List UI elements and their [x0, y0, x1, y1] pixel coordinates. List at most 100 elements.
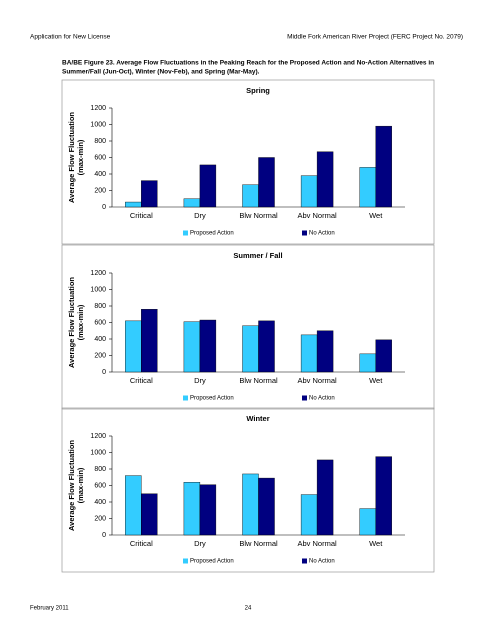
- x-tick-label: Blw Normal: [239, 211, 278, 220]
- y-tick-label: 400: [94, 336, 106, 343]
- legend-swatch: [302, 230, 307, 236]
- bar: [141, 493, 158, 536]
- bar: [199, 164, 217, 208]
- footer-left: February 2011: [30, 606, 69, 612]
- y-tick-label: 1000: [90, 286, 106, 293]
- y-tick-label: 1200: [90, 270, 106, 277]
- x-tick-label: Blw Normal: [239, 376, 278, 385]
- y-axis-label-line: Average Flow Fluctuation: [67, 277, 76, 368]
- x-tick-label: Critical: [130, 376, 153, 385]
- bar: [183, 198, 201, 208]
- y-axis-label-line: (max-min): [76, 467, 85, 503]
- bar: [183, 482, 201, 536]
- bar: [375, 456, 392, 536]
- legend-swatch: [183, 230, 188, 236]
- y-tick-label: 600: [94, 154, 106, 161]
- x-tick-label: Wet: [369, 376, 383, 385]
- x-tick-label: Abv Normal: [298, 376, 338, 385]
- y-tick-label: 200: [94, 515, 106, 522]
- bar: [258, 320, 275, 373]
- bar: [258, 477, 275, 536]
- bar: [300, 334, 318, 373]
- y-axis-label-line: Average Flow Fluctuation: [67, 440, 76, 531]
- chart-frame: [61, 407, 435, 573]
- y-tick-label: 1000: [90, 449, 106, 456]
- bar: [316, 330, 334, 373]
- caption: BA/BE Figure 23. Average Flow Fluctuatio…: [62, 60, 434, 67]
- x-tick-label: Dry: [194, 211, 206, 220]
- legend-label: Proposed Action: [190, 396, 234, 402]
- header-left: Application for New License: [30, 34, 111, 41]
- y-axis-label-line: (max-min): [76, 139, 85, 175]
- x-tick-label: Dry: [194, 376, 206, 385]
- y-tick-label: 1200: [90, 105, 106, 112]
- x-tick-label: Wet: [369, 539, 383, 548]
- x-tick-label: Wet: [369, 211, 383, 220]
- legend-swatch: [302, 395, 307, 401]
- bar: [125, 320, 142, 373]
- bar: [359, 353, 376, 373]
- y-tick-label: 800: [94, 303, 106, 310]
- legend-label: No Action: [309, 231, 335, 237]
- y-tick-label: 1200: [90, 433, 106, 440]
- y-axis-label-line: (max-min): [76, 304, 85, 340]
- bar: [300, 175, 318, 208]
- y-tick-label: 800: [94, 466, 106, 473]
- chart-frame: [61, 79, 435, 245]
- bar: [141, 309, 158, 373]
- x-tick-label: Abv Normal: [298, 539, 338, 548]
- y-tick-label: 400: [94, 171, 106, 178]
- x-tick-label: Critical: [130, 539, 153, 548]
- bar: [125, 201, 142, 208]
- y-tick-label: 200: [94, 187, 106, 194]
- bar: [242, 473, 259, 536]
- chart-title: Winter: [246, 414, 269, 423]
- legend-swatch: [183, 558, 188, 564]
- legend-label: Proposed Action: [190, 559, 234, 565]
- x-tick-label: Critical: [130, 211, 153, 220]
- y-tick-label: 0: [102, 369, 106, 376]
- chart-title: Spring: [246, 86, 270, 95]
- legend-swatch: [183, 395, 188, 401]
- y-tick-label: 400: [94, 499, 106, 506]
- y-tick-label: 800: [94, 138, 106, 145]
- caption: Summer/Fall (Jun-Oct), Winter (Nov-Feb),…: [62, 69, 260, 76]
- legend-label: Proposed Action: [190, 231, 234, 237]
- legend-label: No Action: [309, 396, 335, 402]
- header-right: Middle Fork American River Project (FERC…: [287, 34, 463, 41]
- bar: [300, 494, 318, 536]
- x-tick-label: Blw Normal: [239, 539, 278, 548]
- bar: [199, 484, 217, 536]
- y-tick-label: 0: [102, 532, 106, 539]
- bar: [316, 459, 334, 536]
- bar: [375, 339, 392, 373]
- bar: [183, 321, 201, 373]
- y-axis-label: Average Flow Fluctuation (max-min): [67, 277, 85, 368]
- bar: [359, 167, 376, 208]
- page-number: 24: [245, 606, 252, 612]
- y-axis-label-line: Average Flow Fluctuation: [67, 112, 76, 203]
- y-axis-label: Average Flow Fluctuation (max-min): [67, 440, 85, 531]
- bar: [125, 475, 142, 536]
- bar: [141, 180, 158, 208]
- bar: [242, 184, 259, 208]
- legend-swatch: [302, 558, 307, 564]
- bar: [258, 157, 275, 208]
- y-tick-label: 1000: [90, 121, 106, 128]
- chart-title: Summer / Fall: [233, 251, 282, 260]
- bar: [359, 508, 376, 536]
- x-tick-label: Abv Normal: [298, 211, 338, 220]
- y-axis-label: Average Flow Fluctuation (max-min): [67, 112, 85, 203]
- bar: [199, 319, 217, 373]
- chart-frame: [61, 244, 435, 410]
- bar: [316, 151, 334, 208]
- legend-label: No Action: [309, 559, 335, 565]
- y-tick-label: 200: [94, 352, 106, 359]
- y-tick-label: 600: [94, 319, 106, 326]
- x-tick-label: Dry: [194, 539, 206, 548]
- y-tick-label: 600: [94, 482, 106, 489]
- bar: [242, 325, 259, 373]
- y-tick-label: 0: [102, 204, 106, 211]
- bar: [375, 125, 392, 208]
